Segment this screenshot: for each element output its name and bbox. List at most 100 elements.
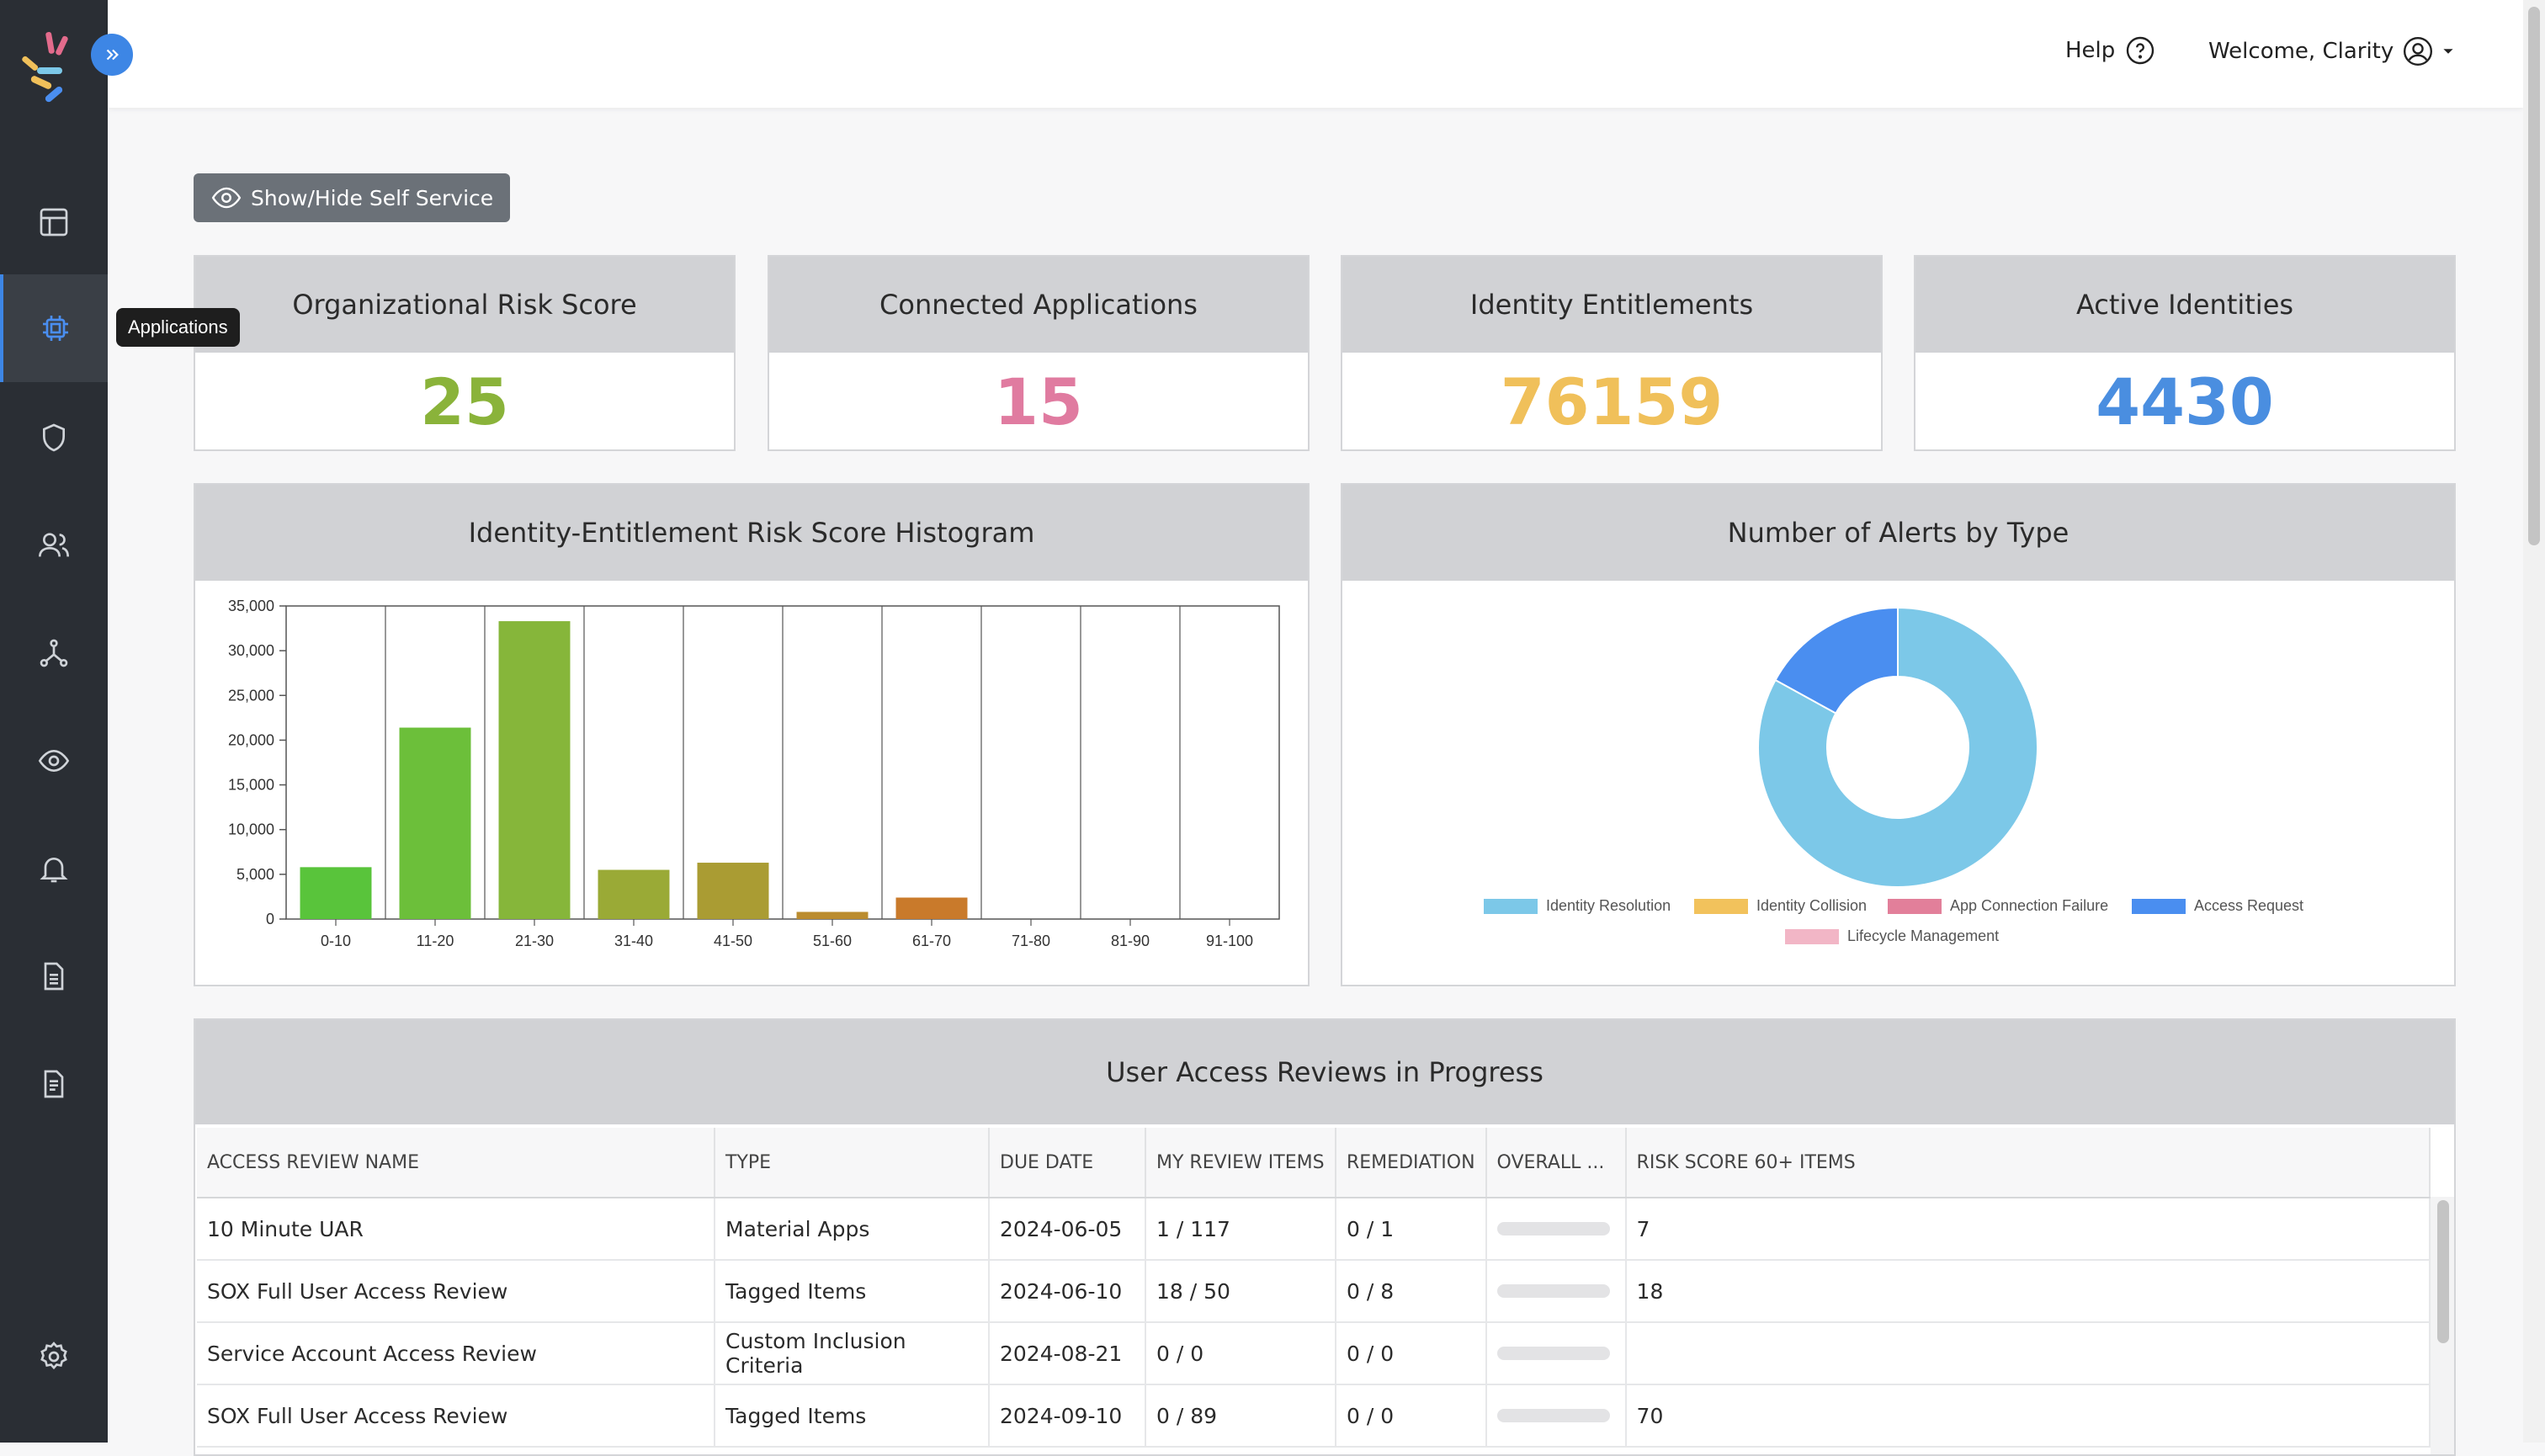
x-tick-label: 41-50 (714, 933, 752, 949)
review-name: Service Account Access Review (197, 1322, 715, 1385)
legend-swatch (1484, 898, 1538, 914)
stat-card-risk-score: Organizational Risk Score 25 (194, 255, 736, 451)
x-tick-label: 31-40 (614, 933, 653, 949)
reviews-card: User Access Reviews in Progress ACCESS R… (194, 1018, 2456, 1456)
page-scrollbar-thumb[interactable] (2528, 7, 2540, 545)
review-type: Tagged Items (715, 1384, 990, 1448)
review-remediation: 0 / 8 (1336, 1260, 1487, 1323)
column-header[interactable]: TYPE (715, 1128, 990, 1198)
y-tick-label: 10,000 (228, 821, 274, 838)
alerts-card: Number of Alerts by Type Identity Resolu… (1341, 483, 2456, 986)
users-icon (39, 533, 69, 557)
review-risk-items: 7 (1625, 1198, 2431, 1261)
legend-swatch (2132, 898, 2186, 914)
review-overall-progress (1485, 1198, 1627, 1261)
y-tick-label: 25,000 (228, 687, 274, 704)
table-scrollbar[interactable] (2431, 1197, 2454, 1454)
stat-card-entitlements: Identity Entitlements 76159 (1341, 255, 1883, 451)
review-my-items: 0 / 89 (1145, 1384, 1336, 1448)
legend-swatch (1694, 898, 1748, 914)
table-row[interactable]: Service Account Access Review Custom Inc… (197, 1322, 2431, 1385)
show-hide-self-service-button[interactable]: Show/Hide Self Service (194, 173, 511, 222)
stat-card-value: 4430 (2096, 364, 2274, 439)
review-due-date: 2024-06-05 (989, 1198, 1146, 1261)
legend-item-app-connection-failure[interactable]: App Connection Failure (1888, 897, 2108, 915)
column-header[interactable]: MY REVIEW ITEMS (1145, 1128, 1336, 1198)
sidebar-item-reports[interactable] (0, 1030, 108, 1138)
histogram-chart: 0 5,000 10,000 15,000 20,000 25,000 30,000 35,0… (228, 598, 1280, 949)
sidebar-tooltip: Applications (116, 308, 240, 347)
table-row[interactable]: SOX Full User Access Review Tagged Items… (197, 1384, 2431, 1448)
sidebar-item-documents[interactable] (0, 922, 108, 1030)
x-tick-label: 11-20 (417, 933, 454, 949)
x-tick-label: 81-90 (1111, 933, 1150, 949)
logo (22, 31, 68, 103)
legend-label: Lifecycle Management (1847, 927, 2000, 944)
column-header[interactable]: RISK SCORE 60+ ITEMS (1625, 1128, 2431, 1198)
gear-icon (40, 1342, 67, 1370)
histogram-bar (399, 727, 471, 919)
review-my-items: 1 / 117 (1145, 1198, 1336, 1261)
sidebar-item-monitoring[interactable] (0, 707, 108, 815)
legend-swatch (1785, 928, 1839, 944)
table-scrollbar-thumb[interactable] (2437, 1200, 2449, 1343)
sidebar-item-settings[interactable] (0, 1303, 108, 1411)
eye-icon (211, 187, 242, 209)
review-type: Material Apps (715, 1198, 990, 1261)
sidebar-item-alerts[interactable] (0, 815, 108, 922)
help-link[interactable]: Help (2065, 35, 2155, 66)
table-row[interactable]: 10 Minute UAR Material Apps 2024-06-05 1… (197, 1198, 2431, 1261)
legend-item-lifecycle-management[interactable]: Lifecycle Management (1785, 927, 1999, 945)
histogram-bar (498, 621, 571, 919)
caret-down-icon (2443, 49, 2453, 54)
reviews-title: User Access Reviews in Progress (195, 1020, 2454, 1124)
y-tick-label: 15,000 (228, 777, 274, 794)
chevron-double-right-icon (106, 49, 119, 61)
legend-swatch (1888, 898, 1942, 914)
dashboard-icon (40, 208, 68, 236)
sidebar-item-applications[interactable] (0, 274, 108, 382)
review-risk-items (1625, 1322, 2431, 1385)
review-risk-items: 70 (1625, 1384, 2431, 1448)
review-name: SOX Full User Access Review (197, 1384, 715, 1448)
sidebar-item-dashboard[interactable] (0, 168, 108, 276)
sidebar-item-identities[interactable] (0, 492, 108, 599)
legend-item-identity-resolution[interactable]: Identity Resolution (1484, 897, 1671, 915)
donut-slice[interactable] (1757, 606, 2038, 888)
table-row[interactable]: SOX Full User Access Review Tagged Items… (197, 1260, 2431, 1323)
column-header[interactable]: REMEDIATION (1336, 1128, 1487, 1198)
shield-icon (43, 423, 65, 452)
stat-card-active-identities: Active Identities 4430 (1914, 255, 2456, 451)
legend-item-identity-collision[interactable]: Identity Collision (1694, 897, 1867, 915)
y-tick-label: 20,000 (228, 731, 274, 748)
review-due-date: 2024-09-10 (989, 1384, 1146, 1448)
progress-bar (1496, 1347, 1610, 1360)
column-header[interactable]: DUE DATE (989, 1128, 1146, 1198)
user-menu[interactable]: Welcome, Clarity (2208, 35, 2454, 67)
expand-sidebar-button[interactable] (91, 34, 133, 76)
stat-card-connected-apps: Connected Applications 15 (768, 255, 1310, 451)
stat-card-title: Identity Entitlements (1342, 257, 1881, 353)
stat-card-title: Active Identities (1915, 257, 2454, 353)
self-service-label: Show/Hide Self Service (251, 185, 494, 210)
document-icon (44, 962, 64, 991)
legend-item-access-request[interactable]: Access Request (2132, 897, 2303, 915)
page-scrollbar[interactable] (2523, 0, 2545, 1443)
legend-label: App Connection Failure (1950, 897, 2109, 914)
legend-label: Access Request (2194, 897, 2304, 914)
x-tick-label: 61-70 (912, 933, 951, 949)
column-header[interactable]: ACCESS REVIEW NAME (197, 1128, 715, 1198)
review-due-date: 2024-06-10 (989, 1260, 1146, 1323)
sidebar-item-network[interactable] (0, 599, 108, 707)
review-remediation: 0 / 1 (1336, 1198, 1487, 1261)
y-tick-label: 0 (266, 911, 274, 927)
y-tick-label: 5,000 (236, 866, 274, 883)
review-overall-progress (1485, 1322, 1627, 1385)
stat-card-value: 15 (994, 364, 1083, 439)
help-label: Help (2065, 38, 2116, 63)
x-tick-label: 71-80 (1012, 933, 1050, 949)
sidebar-item-security[interactable] (0, 384, 108, 492)
column-header[interactable]: OVERALL ... (1485, 1128, 1627, 1198)
review-overall-progress (1485, 1384, 1627, 1448)
donut-slice[interactable] (1774, 606, 1899, 715)
